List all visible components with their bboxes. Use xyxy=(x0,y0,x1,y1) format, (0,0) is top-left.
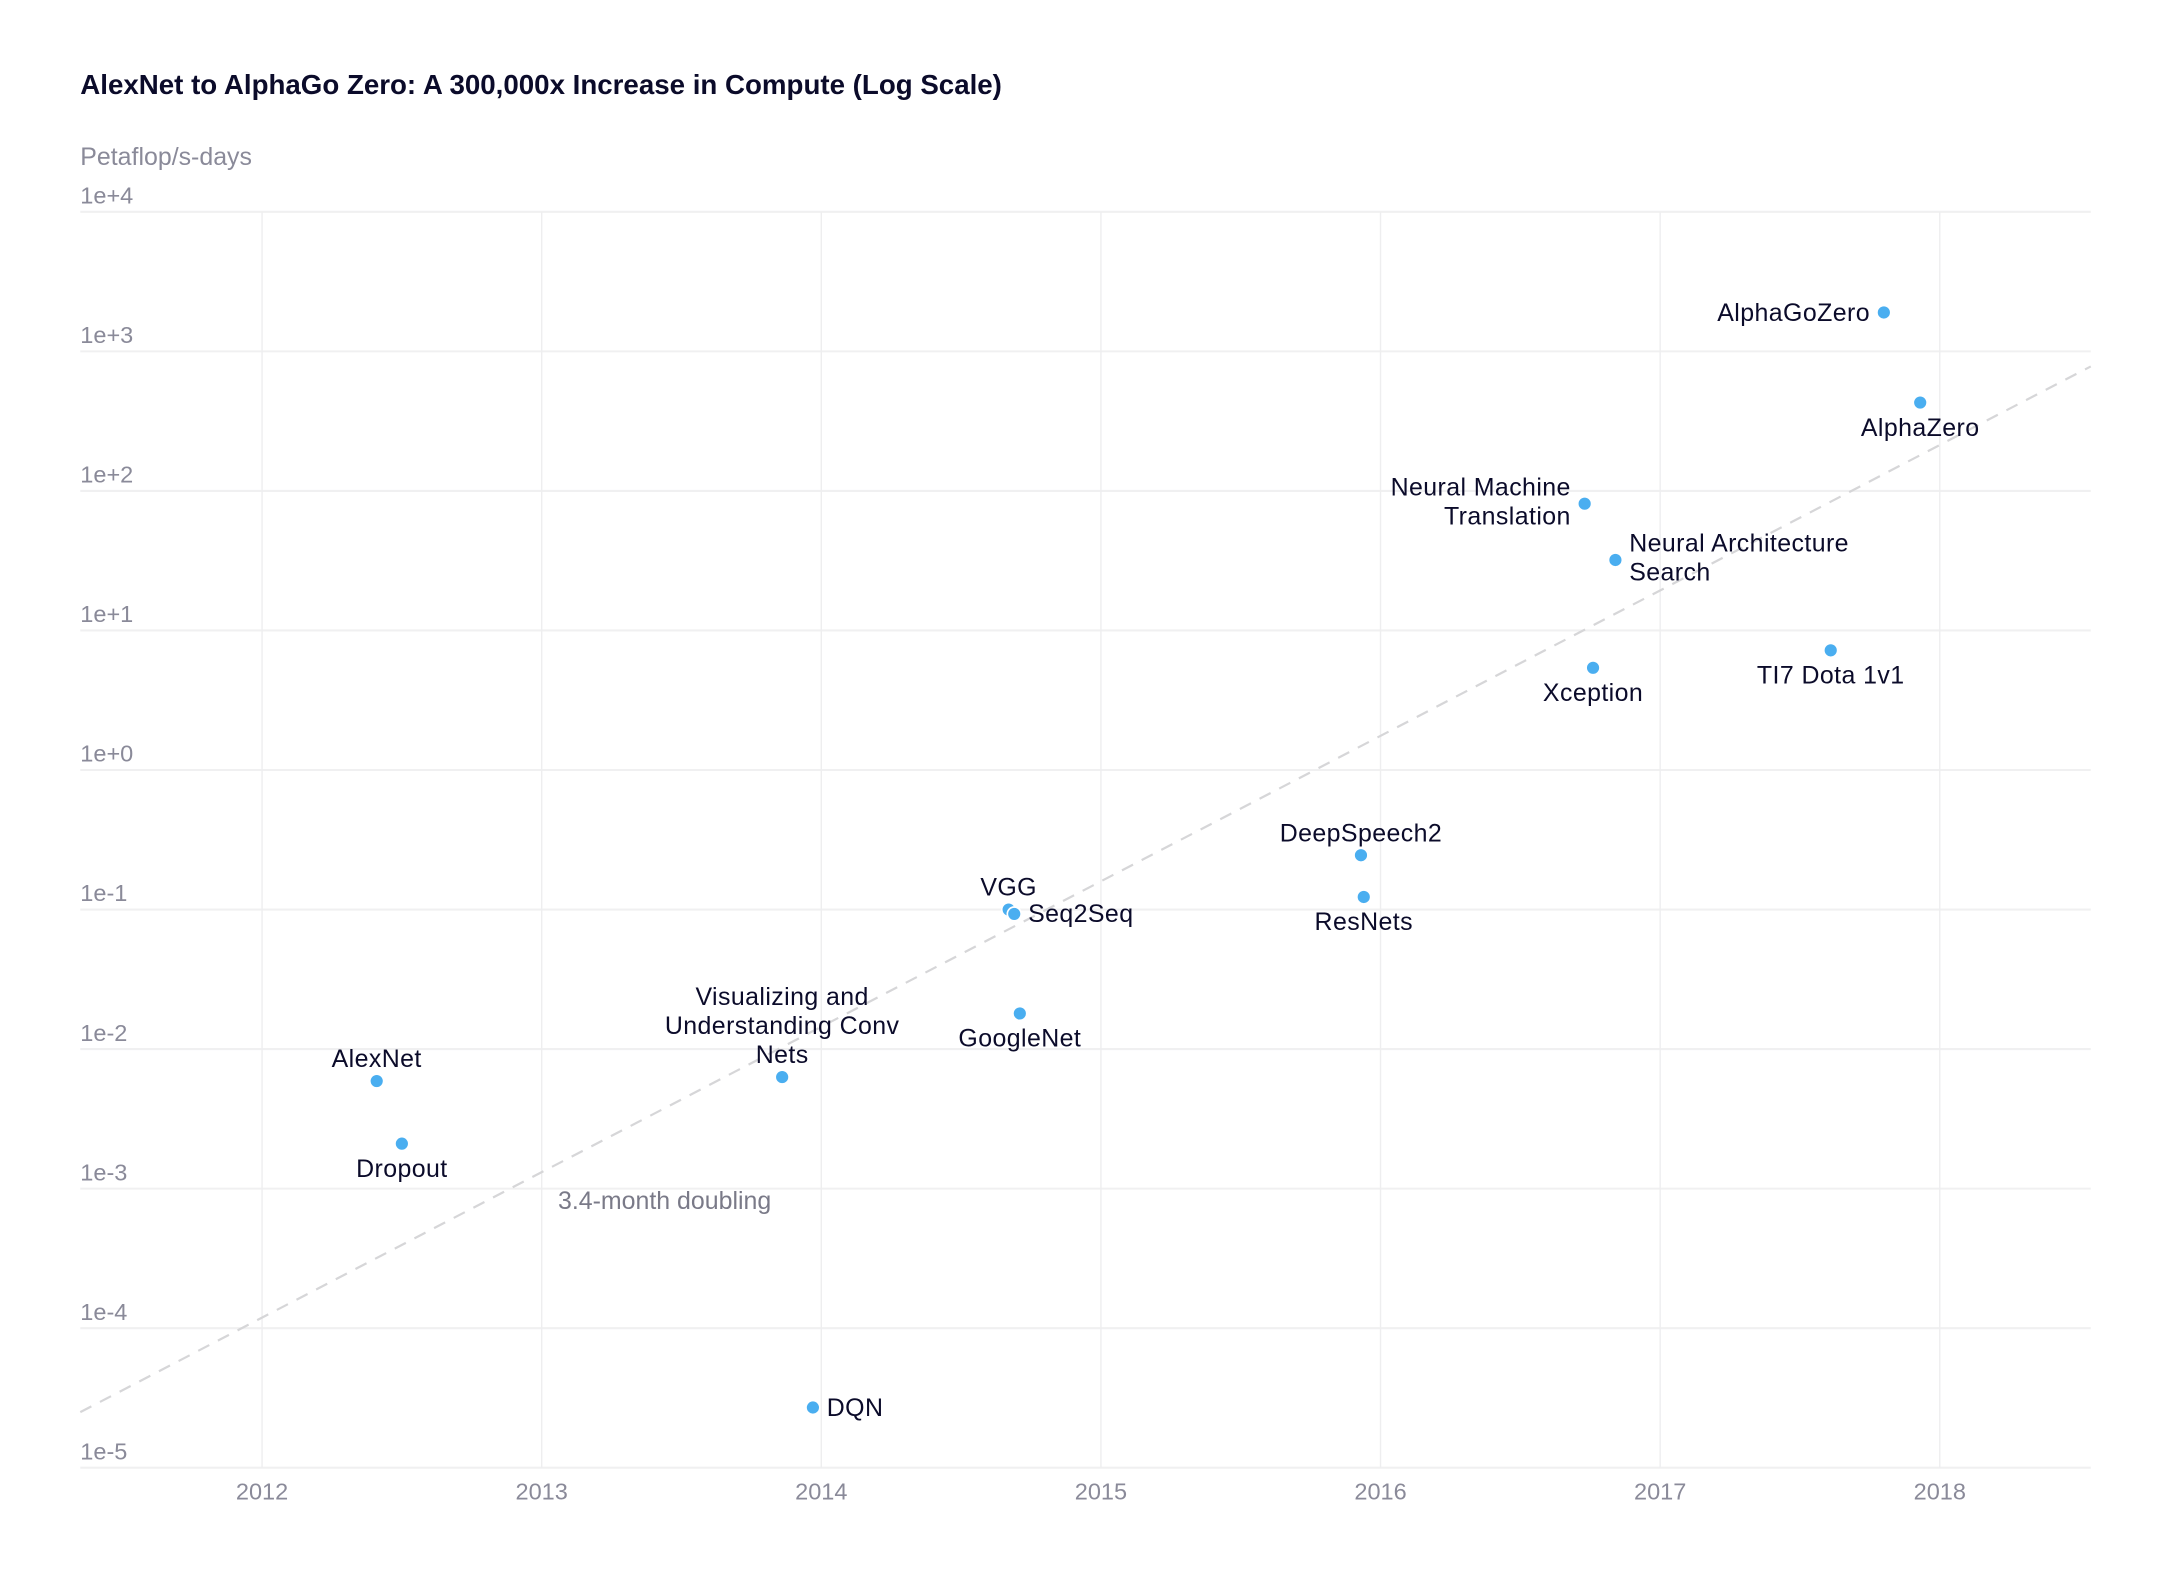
point-label-line: Translation xyxy=(1444,502,1571,530)
point-label-line: Nets xyxy=(756,1041,809,1069)
point-label-line: AlexNet xyxy=(332,1045,422,1073)
data-point xyxy=(1876,304,1892,321)
point-label: TI7 Dota 1v1 xyxy=(1757,662,1905,690)
y-tick-label: 1e+2 xyxy=(80,462,133,488)
y-tick-label: 1e+0 xyxy=(80,741,133,767)
point-label-line: ResNets xyxy=(1315,908,1413,936)
point-label-line: Understanding Conv xyxy=(665,1012,900,1040)
point-label-line: Dropout xyxy=(356,1155,448,1183)
point-label-line: TI7 Dota 1v1 xyxy=(1757,662,1905,690)
trend-line-label: 3.4-month doubling xyxy=(558,1187,771,1215)
data-point xyxy=(1576,495,1593,512)
point-label: Neural Machine Translation xyxy=(1391,473,1571,530)
y-tick-label: 1e-4 xyxy=(80,1299,127,1325)
x-tick-label: 2013 xyxy=(516,1479,568,1505)
point-label-line: Neural Machine xyxy=(1391,473,1571,501)
y-tick-label: 1e+3 xyxy=(80,322,133,348)
point-label-line: Neural Architecture xyxy=(1629,530,1849,558)
x-tick-label: 2017 xyxy=(1634,1479,1686,1505)
y-tick-label: 1e+4 xyxy=(80,183,133,209)
point-label: AlexNet xyxy=(332,1045,422,1073)
point-label: DeepSpeech2 xyxy=(1280,819,1442,847)
x-tick-label: 2015 xyxy=(1075,1479,1127,1505)
point-label-line: DQN xyxy=(827,1394,884,1422)
data-point xyxy=(1356,889,1372,905)
data-point xyxy=(1006,906,1022,922)
x-tick-label: 2014 xyxy=(795,1479,847,1505)
y-tick-label: 1e-5 xyxy=(80,1438,127,1464)
chart-title: AlexNet to AlphaGo Zero: A 300,000x Incr… xyxy=(80,69,1002,100)
grid xyxy=(80,210,2091,1469)
y-tick-label: 1e-2 xyxy=(80,1020,127,1046)
data-point xyxy=(805,1399,821,1416)
point-label-line: Visualizing and xyxy=(695,983,868,1011)
data-point xyxy=(368,1073,385,1089)
trend-line-group: 3.4-month doubling xyxy=(79,365,2092,1414)
point-label: ResNets xyxy=(1315,908,1413,936)
point-label-line: Xception xyxy=(1543,679,1643,707)
point-label-line: DeepSpeech2 xyxy=(1280,819,1442,847)
point-label: GoogleNet xyxy=(958,1025,1081,1053)
data-point xyxy=(1822,642,1839,659)
point-label: Dropout xyxy=(356,1155,448,1183)
data-point xyxy=(394,1135,410,1152)
x-tick-label: 2016 xyxy=(1354,1479,1406,1505)
point-label: DQN xyxy=(827,1394,884,1422)
data-point xyxy=(1585,660,1601,676)
data-point xyxy=(1912,394,1928,411)
data-points: AlexNet Dropout DQN Visualizing and Understa… xyxy=(332,299,1980,1422)
point-label-line: GoogleNet xyxy=(958,1025,1081,1053)
point-label-line: AlphaZero xyxy=(1861,414,1980,442)
point-label-line: Search xyxy=(1629,559,1710,587)
point-label: VGG xyxy=(980,874,1037,902)
data-point xyxy=(1012,1005,1028,1022)
point-label: Seq2Seq xyxy=(1028,900,1133,928)
y-tick-label: 1e-3 xyxy=(80,1159,127,1185)
point-label: AlphaGoZero xyxy=(1717,299,1870,327)
data-point xyxy=(1607,552,1624,568)
x-tick-label: 2018 xyxy=(1914,1479,1966,1505)
x-tick-label: 2012 xyxy=(236,1479,288,1505)
point-label: Xception xyxy=(1543,679,1643,707)
axis-ticks: 1e+4 1e+3 1e+2 1e+1 1e+0 1e-1 1e-2 1e-3 1e-4 1e-5… xyxy=(80,183,1966,1505)
trend-line xyxy=(79,365,2092,1414)
point-label-line: VGG xyxy=(980,874,1037,902)
y-tick-label: 1e-1 xyxy=(80,880,127,906)
point-label: Neural Architecture Search xyxy=(1629,530,1849,587)
data-point xyxy=(774,1069,790,1085)
y-tick-label: 1e+1 xyxy=(80,601,133,627)
point-label-line: AlphaGoZero xyxy=(1717,299,1870,327)
y-axis-label: Petaflop/s-days xyxy=(80,143,252,171)
point-label: AlphaZero xyxy=(1861,414,1980,442)
point-label-line: Seq2Seq xyxy=(1028,900,1133,928)
data-point xyxy=(1353,847,1369,863)
point-label: Visualizing and Understanding Conv Nets xyxy=(665,983,900,1069)
